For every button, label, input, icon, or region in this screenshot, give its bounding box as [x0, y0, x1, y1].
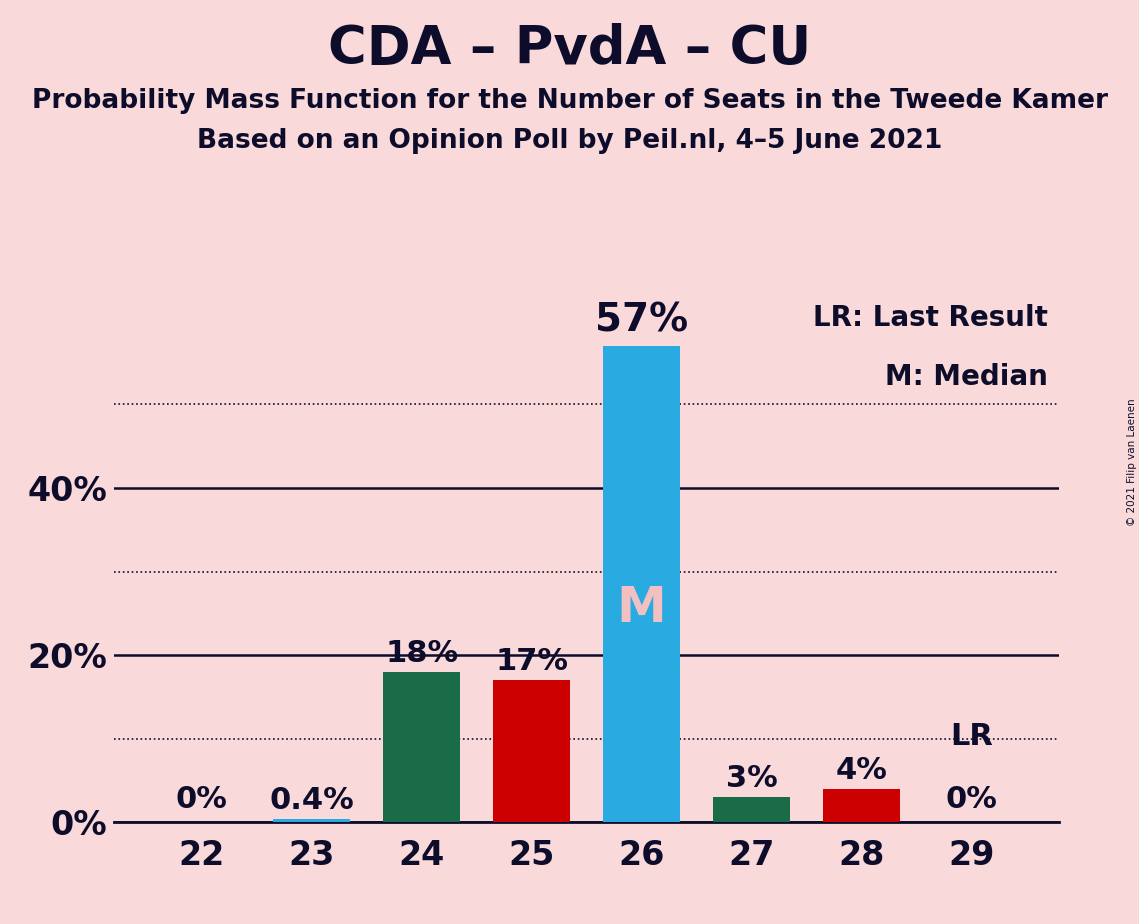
- Text: 3%: 3%: [726, 764, 777, 793]
- Text: 17%: 17%: [495, 647, 568, 676]
- Text: Probability Mass Function for the Number of Seats in the Tweede Kamer: Probability Mass Function for the Number…: [32, 88, 1107, 114]
- Text: LR: Last Result: LR: Last Result: [813, 304, 1048, 332]
- Bar: [822, 789, 900, 822]
- Bar: [273, 819, 350, 822]
- Text: 18%: 18%: [385, 638, 458, 668]
- Text: CDA – PvdA – CU: CDA – PvdA – CU: [328, 23, 811, 75]
- Text: 0%: 0%: [175, 785, 228, 814]
- Text: M: Median: M: Median: [885, 362, 1048, 391]
- Text: 4%: 4%: [836, 756, 887, 784]
- Bar: [713, 797, 790, 822]
- Text: LR: LR: [950, 723, 993, 751]
- Bar: [603, 346, 680, 822]
- Text: M: M: [616, 584, 666, 632]
- Bar: [383, 672, 460, 822]
- Text: Based on an Opinion Poll by Peil.nl, 4–5 June 2021: Based on an Opinion Poll by Peil.nl, 4–5…: [197, 128, 942, 153]
- Bar: [493, 680, 571, 822]
- Text: © 2021 Filip van Laenen: © 2021 Filip van Laenen: [1126, 398, 1137, 526]
- Text: 57%: 57%: [595, 301, 688, 339]
- Text: 0%: 0%: [945, 785, 998, 814]
- Text: 0.4%: 0.4%: [270, 785, 354, 815]
